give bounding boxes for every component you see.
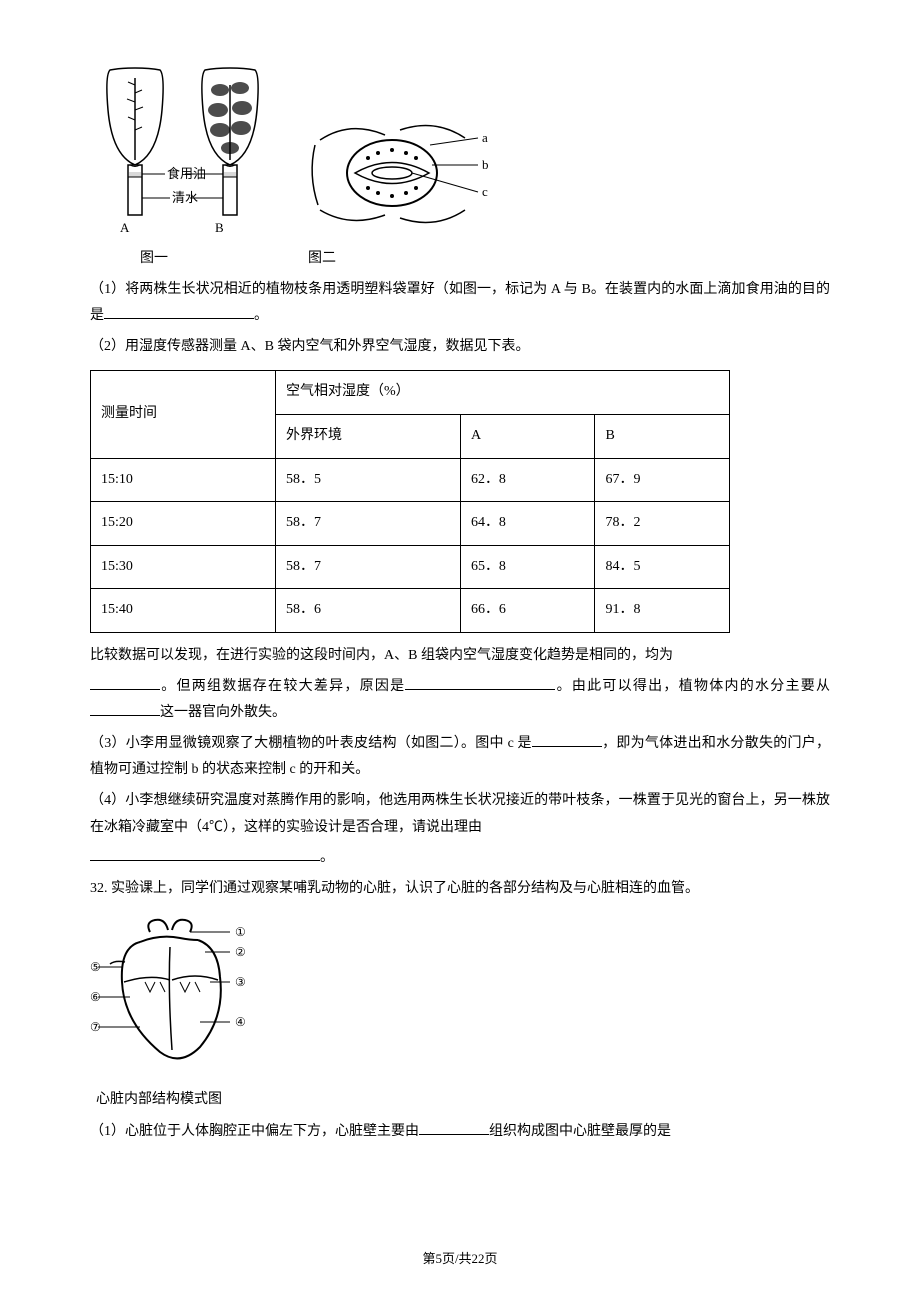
- question-2-intro: （2）用湿度传感器测量 A、B 袋内空气和外界空气湿度，数据见下表。: [90, 334, 830, 361]
- blank-q32-1: [419, 1121, 489, 1135]
- svg-text:②: ②: [235, 945, 246, 959]
- blank-q1: [104, 305, 254, 319]
- svg-text:③: ③: [235, 975, 246, 989]
- svg-text:④: ④: [235, 1015, 246, 1029]
- question-32-1: （1）心脏位于人体胸腔正中偏左下方，心脏壁主要由组织构成图中心脏壁最厚的是: [90, 1119, 830, 1146]
- svg-text:⑥: ⑥: [90, 990, 101, 1004]
- svg-text:①: ①: [235, 925, 246, 939]
- label-oil: 食用油: [167, 166, 206, 181]
- figure-captions: 图一 图二: [90, 246, 830, 273]
- heart-caption: 心脏内部结构模式图: [96, 1087, 830, 1114]
- th-B: B: [595, 414, 730, 458]
- figures-row: A B 食用油: [90, 60, 830, 240]
- question-2-analysis: 比较数据可以发现，在进行实验的这段时间内，A、B 组袋内空气湿度变化趋势是相同的…: [90, 643, 830, 670]
- label-c: c: [482, 184, 488, 199]
- svg-text:⑤: ⑤: [90, 960, 101, 974]
- table-row: 15:40 58．6 66．6 91．8: [91, 589, 730, 633]
- label-b: b: [482, 157, 489, 172]
- figure-two-svg: a b c: [300, 110, 500, 240]
- question-32-intro: 32. 实验课上，同学们通过观察某哺乳动物的心脏，认识了心脏的各部分结构及与心脏…: [90, 876, 830, 903]
- blank-organ: [90, 702, 160, 716]
- blank-q3: [532, 733, 602, 747]
- question-2-analysis-2: 。但两组数据存在较大差异，原因是。由此可以得出，植物体内的水分主要从这一器官向外…: [90, 674, 830, 727]
- label-B: B: [215, 220, 224, 235]
- question-3: （3）小李用显微镜观察了大棚植物的叶表皮结构（如图二）。图中 c 是，即为气体进…: [90, 731, 830, 784]
- fig2-caption: 图二: [308, 246, 336, 273]
- label-water: 清水: [172, 190, 198, 205]
- table-row: 15:20 58．7 64．8 78．2: [91, 502, 730, 546]
- svg-text:⑦: ⑦: [90, 1020, 101, 1034]
- table-row: 15:30 58．7 65．8 84．5: [91, 545, 730, 589]
- th-env: 外界环境: [275, 414, 460, 458]
- question-4-blank: 。: [90, 845, 830, 872]
- th-A: A: [460, 414, 595, 458]
- th-humidity: 空气相对湿度（%）: [275, 371, 729, 415]
- blank-trend: [90, 676, 160, 690]
- humidity-table: 测量时间 空气相对湿度（%） 外界环境 A B 15:10 58．5 62．8 …: [90, 370, 730, 633]
- blank-q4: [90, 847, 320, 861]
- table-row: 15:10 58．5 62．8 67．9: [91, 458, 730, 502]
- label-a: a: [482, 130, 488, 145]
- question-4: （4）小李想继续研究温度对蒸腾作用的影响，他选用两株生长状况接近的带叶枝条，一株…: [90, 788, 830, 841]
- th-time: 测量时间: [91, 371, 276, 458]
- blank-reason: [405, 676, 555, 690]
- page-footer: 第5页/共22页: [0, 1247, 920, 1272]
- figure-one-svg: A B 食用油: [90, 60, 280, 240]
- fig1-caption: 图一: [140, 246, 168, 273]
- label-A: A: [120, 220, 130, 235]
- heart-figure: ① ② ③ ④ ⑤ ⑥ ⑦: [90, 912, 830, 1083]
- question-1: （1）将两株生长状况相近的植物枝条用透明塑料袋罩好（如图一，标记为 A 与 B。…: [90, 277, 830, 330]
